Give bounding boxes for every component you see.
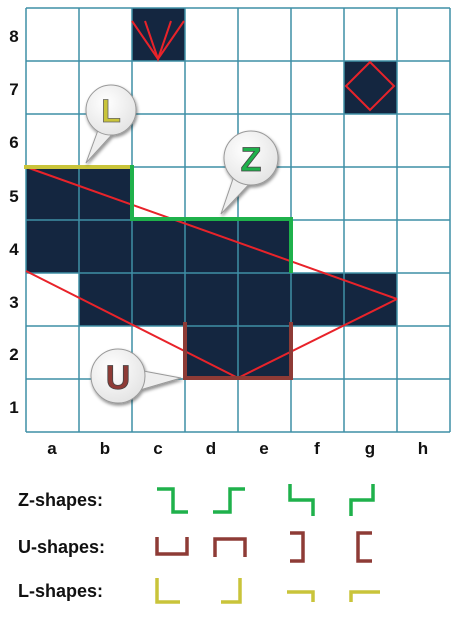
column-label-c: c: [153, 439, 162, 458]
row-label-7: 7: [9, 80, 18, 99]
callout-z: [220, 130, 279, 215]
z-shape-icon-2: [213, 487, 245, 514]
legend-l-label: L-shapes:: [18, 581, 103, 601]
u-outline: [183, 322, 293, 380]
column-label-e: e: [259, 439, 268, 458]
callout-u-bubble: [90, 348, 146, 404]
callout-u-letter: U: [106, 359, 131, 397]
filled-cell-g7: [344, 61, 397, 114]
filled-cell-f3: [291, 273, 344, 326]
row-label-6: 6: [9, 133, 18, 152]
l-shape-icon-3: [287, 590, 315, 602]
legend-u-label: U-shapes:: [18, 537, 105, 557]
l-shape-icon-2: [221, 578, 242, 604]
filled-cell-d4: [185, 220, 238, 273]
column-label-b: b: [100, 439, 110, 458]
filled-cell-d3: [185, 273, 238, 326]
red-diamond-g7: [344, 60, 396, 112]
column-label-h: h: [418, 439, 428, 458]
z-shape-icon-1: [157, 487, 188, 514]
l-shape-icon-4: [349, 590, 380, 602]
filled-cell-d2: [185, 326, 238, 379]
row-label-5: 5: [9, 187, 18, 206]
filled-cell-e3: [238, 273, 291, 326]
legend-u-shapes: [155, 531, 372, 563]
filled-cell-a5: [26, 167, 79, 220]
legend: Z-shapes: U-shapes: L-shapes:: [18, 484, 380, 604]
u-shape-icon-3: [290, 531, 305, 563]
callout-l-letter: L: [101, 93, 121, 129]
row-label-4: 4: [9, 240, 19, 259]
column-label-g: g: [365, 439, 375, 458]
u-shape-icon-2: [213, 537, 247, 557]
column-labels: a b c d e f g h: [47, 439, 428, 458]
z-shape-icon-3: [288, 484, 315, 516]
column-label-a: a: [47, 439, 57, 458]
z-outline: [130, 165, 293, 273]
u-shape-icon-1: [155, 537, 189, 556]
shape-outlines: [24, 165, 293, 380]
filled-cell-b5: [79, 167, 132, 220]
legend-z-label: Z-shapes:: [18, 490, 103, 510]
column-label-d: d: [206, 439, 216, 458]
filled-cell-e4: [238, 220, 291, 273]
filled-cell-b4: [79, 220, 132, 273]
filled-cell-c4: [132, 220, 185, 273]
row-label-8: 8: [9, 27, 18, 46]
filled-cell-b3: [79, 273, 132, 326]
filled-cell-g3: [344, 273, 397, 326]
red-diagonal-upper: [25, 166, 398, 300]
filled-cells: [26, 8, 397, 379]
legend-z-shapes: [157, 484, 375, 516]
row-labels: 8 7 6 5 4 3 2 1: [9, 27, 19, 417]
filled-cell-a4: [26, 220, 79, 273]
callout-l: [85, 84, 137, 164]
filled-cell-e2: [238, 326, 291, 379]
callout-z-bubble: [223, 130, 279, 186]
z-shape-icon-4: [349, 484, 375, 516]
column-label-f: f: [314, 439, 320, 458]
callout-u: [90, 348, 182, 404]
red-fan-c8-inner: [144, 20, 172, 63]
filled-cell-c3: [132, 273, 185, 326]
callout-l-bubble: [85, 84, 137, 136]
l-shape-icon-1: [155, 578, 180, 604]
u-shape-icon-4: [356, 531, 372, 563]
row-label-1: 1: [9, 398, 18, 417]
filled-cell-c8: [132, 8, 185, 61]
row-label-2: 2: [9, 345, 18, 364]
callout-z-letter: Z: [241, 141, 262, 179]
row-label-3: 3: [9, 293, 18, 312]
legend-l-shapes: [155, 578, 380, 604]
